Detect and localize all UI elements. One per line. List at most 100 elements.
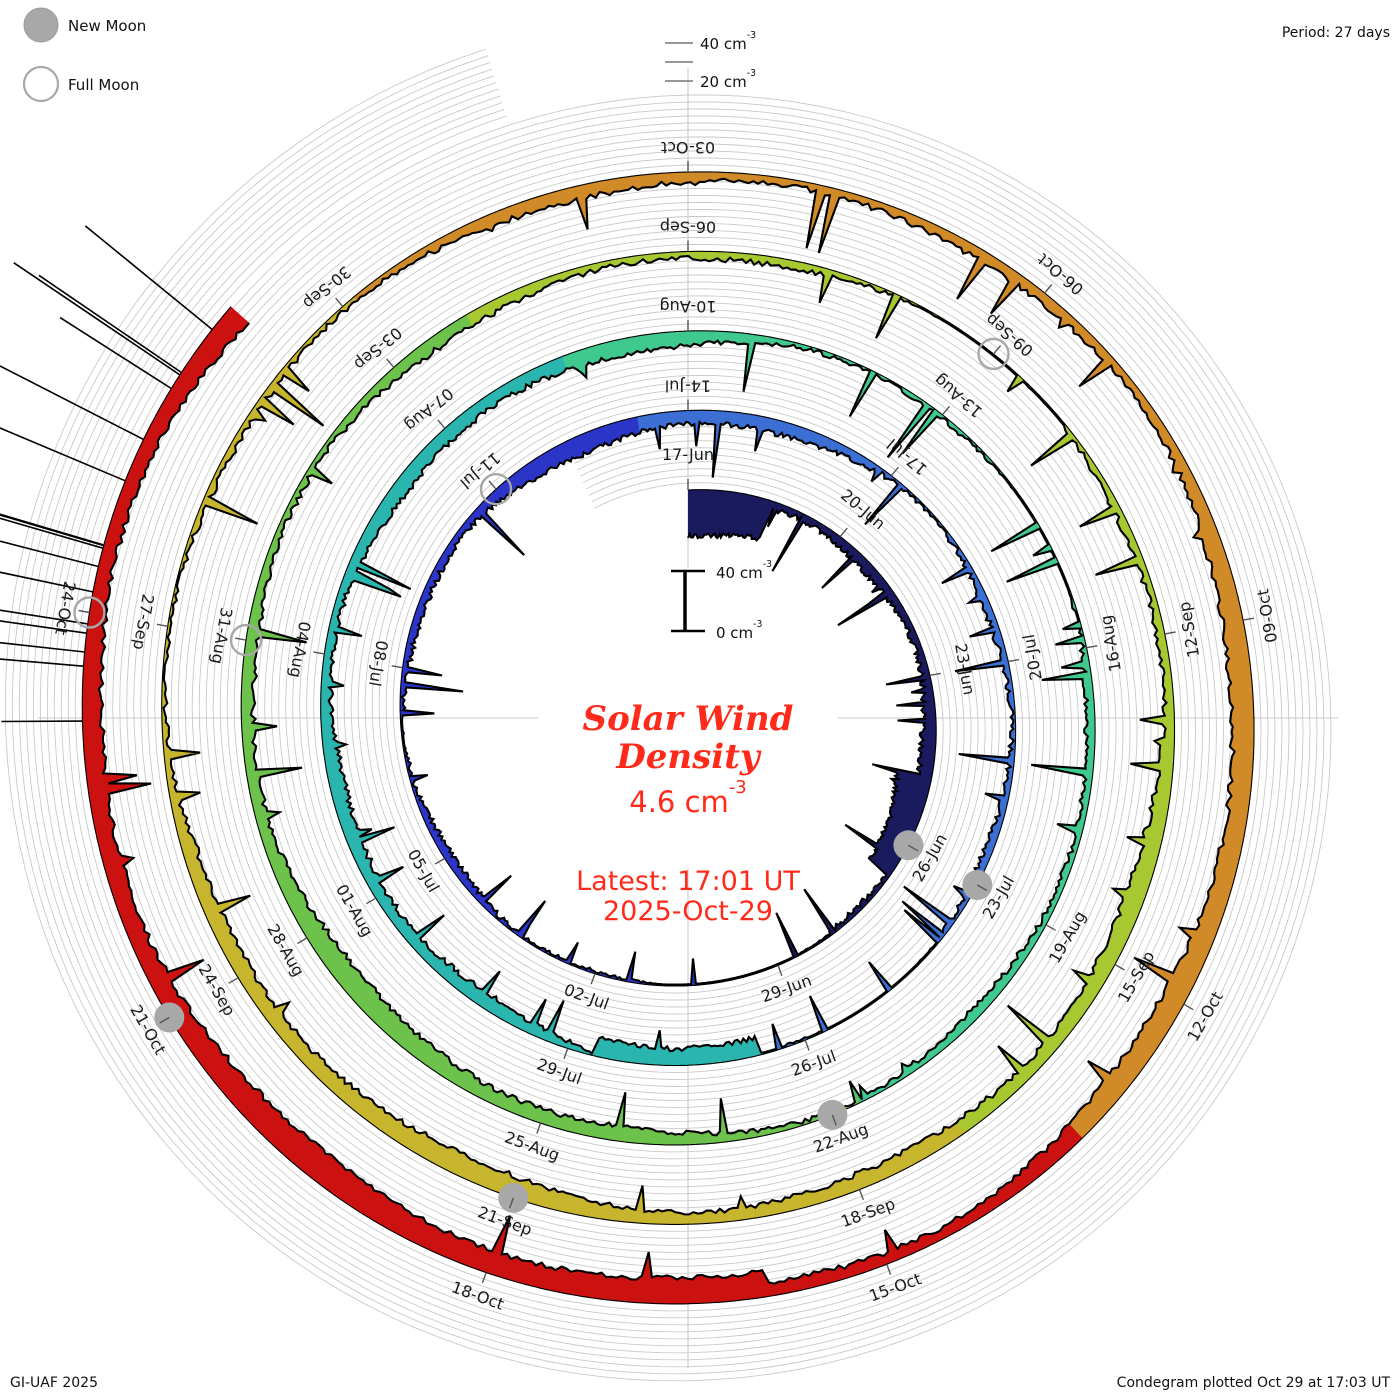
center-current-value: 4.6 cm-3 [629,777,746,820]
date-tick-mark [777,965,783,977]
grid-ring [32,75,1304,1354]
date-tick-mark [481,1272,487,1284]
density-spike [0,427,126,482]
date-tick-label: 12-Sep [1175,600,1203,659]
date-tick-mark [391,665,403,669]
scale-bar-label-bottom: 0 cm-3 [716,619,763,643]
density-spike [0,658,84,667]
legend: New Moon Full Moon [22,7,146,103]
density-spike [0,513,105,546]
date-tick-label: 10-Aug [659,297,716,316]
density-spike [84,225,213,331]
density-spike [0,620,87,634]
date-tick-mark [159,1016,170,1024]
date-tick-mark [228,977,239,984]
date-tick-label: 05-Jul [404,846,444,896]
date-tick-mark [858,1189,865,1201]
period-label: Period: 27 days [1282,25,1390,41]
date-tick-mark [1044,284,1053,294]
density-spike [0,540,99,568]
scale-bar-label-top: 40 cm-3 [716,559,772,583]
grid-ring [25,68,1311,1361]
legend-label-new-moon: New Moon [68,17,146,35]
density-spike [0,609,88,625]
density-spike [0,571,94,593]
date-tick-mark [908,844,919,852]
date-tick-mark [156,623,168,627]
spiral-data-traces [0,171,1255,1305]
date-tick-mark [235,637,247,641]
date-tick-mark [1242,617,1255,621]
density-spike [38,274,182,374]
date-tick-mark [941,405,951,416]
date-tick-mark [1183,1003,1194,1011]
date-tick-mark [536,1122,542,1134]
grid-ring [60,102,1276,1326]
date-tick-mark [1045,924,1056,931]
grid-ring [53,95,1283,1333]
date-tick-label: 17-Jun [662,445,714,464]
density-spike [13,262,181,376]
date-tick-mark [508,1197,514,1209]
full-moon-marker [479,473,513,506]
spiral-segment [688,489,937,985]
date-tick-mark [839,527,848,538]
spiral-baseline [81,171,1255,1305]
date-tick-mark [1008,658,1020,663]
center-title-line2: Density [615,737,762,777]
date-tick-label: 25-Aug [502,1128,562,1165]
spiral-outline [97,177,1236,1285]
date-tick-mark [563,1048,569,1060]
date-tick-mark [386,358,395,368]
density-spike [59,316,172,390]
axis-label-20: 20 cm-3 [700,68,756,92]
date-tick-label: 24-Oct [51,580,79,637]
density-spike [0,517,104,549]
date-tick-label: 06-Sep [660,218,716,237]
date-tick-mark [78,609,90,614]
date-tick-mark [804,1039,810,1051]
date-tick-mark [886,1264,892,1275]
date-tick-mark [976,884,988,892]
density-spike [0,641,85,653]
date-tick-mark [1086,645,1098,649]
top-radial-axis: 40 cm-3 20 cm-3 [665,30,756,92]
grid-ring [39,82,1297,1347]
center-annotation: Solar Wind Density 4.6 cm-3 Latest: 17:0… [576,699,800,927]
date-tick-label: 16-Aug [1096,614,1125,673]
spiral-segment [466,251,1175,1139]
date-tick-label: 03-Oct [661,138,715,157]
date-tick-mark [929,672,941,676]
grid-ring [46,88,1290,1340]
date-tick-mark [488,480,497,490]
date-tick-mark [1114,963,1125,971]
full-moon-icon [22,65,60,103]
date-tick-label: 14-Jul [665,377,711,396]
date-tick-mark [297,937,308,945]
center-title-line1: Solar Wind [583,699,794,739]
date-tick-label: 02-Jul [562,980,612,1014]
center-latest-date: 2025-Oct-29 [603,896,773,927]
date-tick-label: 18-Sep [838,1194,897,1231]
date-tick-mark [313,651,325,655]
date-tick-mark [437,419,446,429]
date-tick-mark [890,466,899,477]
center-latest-time: Latest: 17:01 UT [576,866,800,897]
date-tick-mark [590,973,596,985]
date-tick-mark [434,857,445,865]
date-tick-mark [365,897,377,905]
new-moon-icon [23,7,59,43]
date-tick-label: 18-Oct [449,1277,506,1313]
date-tick-mark [1164,631,1176,635]
date-tick-mark [992,344,1002,355]
scale-bar: 40 cm-3 0 cm-3 [671,559,772,643]
full-moon-marker [229,623,263,657]
full-moon-marker [73,596,106,629]
copyright-label: GI-UAF 2025 [10,1375,98,1391]
plot-timestamp-label: Condegram plotted Oct 29 at 17:03 UT [1117,1375,1391,1391]
axis-label-40: 40 cm-3 [700,30,756,54]
date-tick-label: 09-Oct [1253,587,1281,644]
density-spike [0,514,104,547]
